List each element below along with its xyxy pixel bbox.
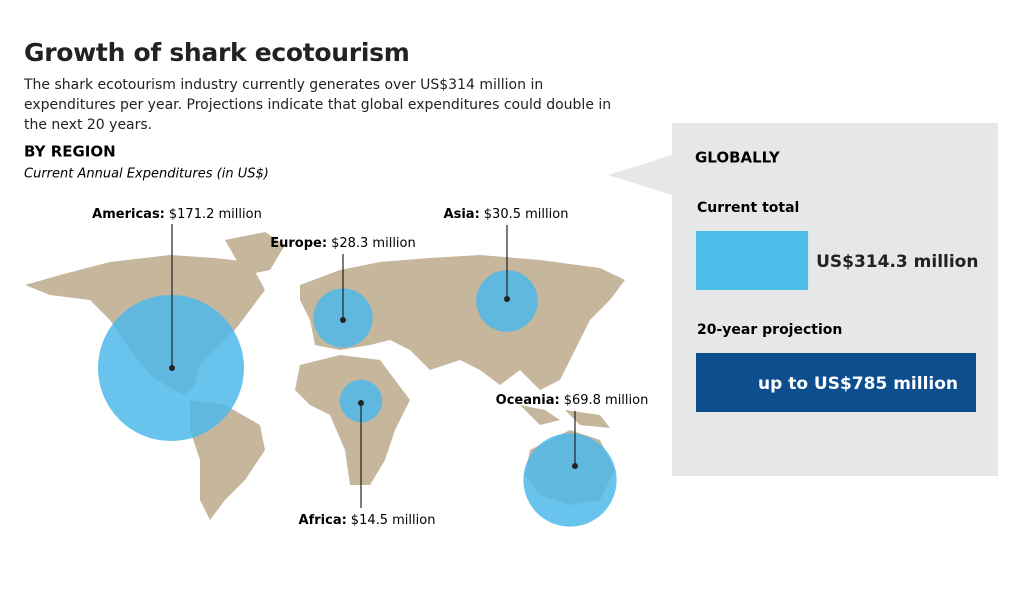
region-name: Europe: — [270, 236, 327, 251]
bar — [696, 231, 809, 290]
region-bubble — [523, 433, 617, 527]
leader-dot — [340, 317, 346, 323]
bar — [696, 353, 976, 412]
leader-dot — [169, 365, 175, 371]
subtitle: The shark ecotourism industry currently … — [24, 77, 612, 133]
bar-category: 20-year projection — [697, 322, 842, 338]
title: Growth of shark ecotourism — [24, 38, 410, 67]
region-label: Oceania: $69.8 million — [496, 393, 649, 408]
region-heading: BY REGION — [24, 143, 116, 161]
region-label: Africa: $14.5 million — [299, 513, 436, 528]
region-label: Americas: $171.2 million — [92, 207, 262, 222]
global-heading: GLOBALLY — [695, 149, 781, 167]
bar-category: Current total — [697, 200, 799, 216]
region-name: Africa: — [299, 513, 347, 528]
region-name: Americas: — [92, 207, 165, 222]
bar-value-label: US$314.3 million — [816, 252, 978, 272]
region-value: $30.5 million — [484, 207, 569, 222]
region-value: $69.8 million — [564, 393, 649, 408]
region-value: $28.3 million — [331, 236, 416, 251]
region-value: $171.2 million — [169, 207, 262, 222]
leader-dot — [358, 400, 364, 406]
leader-dot — [504, 296, 510, 302]
region-name: Asia: — [444, 207, 480, 222]
region-value: $14.5 million — [351, 513, 436, 528]
region-label: Europe: $28.3 million — [270, 236, 415, 251]
region-label: Asia: $30.5 million — [444, 207, 569, 222]
leader-dot — [572, 463, 578, 469]
region-subheading: Current Annual Expenditures (in US$) — [24, 167, 269, 182]
region-name: Oceania: — [496, 393, 560, 408]
global-panel — [608, 123, 998, 476]
bar-value-label: up to US$785 million — [758, 374, 958, 394]
